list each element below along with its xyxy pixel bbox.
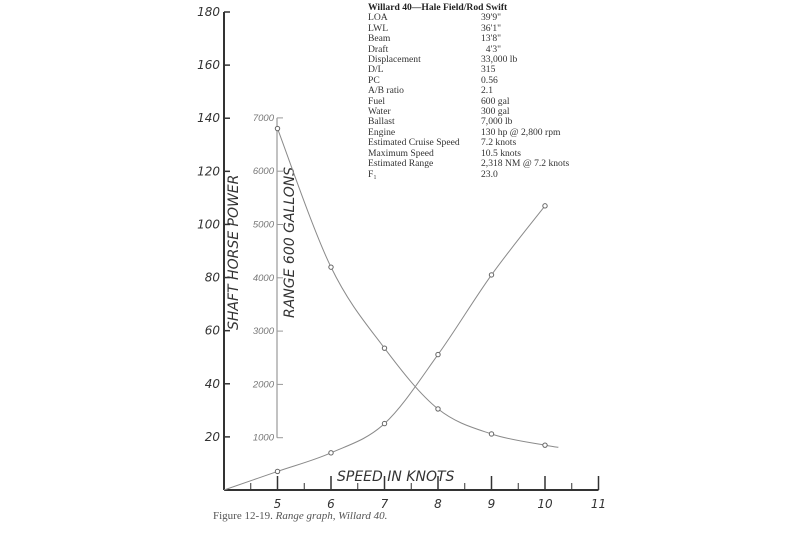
x-tick-label: 5 [274, 497, 282, 511]
spec-value: 0.56 [481, 74, 498, 86]
spec-value: 10.5 knots [481, 147, 521, 159]
x-axis-title: SPEED IN KNOTS [337, 469, 455, 485]
data-point [488, 272, 495, 278]
spec-row: Maximum Speed 10.5 knots [368, 147, 569, 159]
range-tick-label: 6000 [253, 166, 275, 177]
spec-value: 2,318 NM @ 7.2 knots [481, 158, 570, 170]
spec-row: Water 300 gal [368, 106, 569, 118]
spec-label: LOA [368, 12, 388, 24]
y-tick-label: 20 [205, 430, 221, 444]
spec-label: Estimated Range [368, 158, 434, 170]
spec-label: Beam [368, 33, 391, 45]
spec-value: 23.0 [481, 168, 498, 180]
data-point [381, 420, 388, 427]
y-tick-label: 140 [197, 111, 220, 125]
range-tick-label: 1000 [253, 433, 275, 444]
spec-row: D/L 315 [368, 64, 569, 76]
range-tick-label: 7000 [253, 113, 275, 124]
x-tick-label: 11 [591, 497, 606, 511]
data-point [435, 406, 441, 412]
spec-value: 39'9" [481, 12, 502, 24]
range-tick-label: 4000 [253, 273, 275, 284]
spec-value: 130 hp @ 2,800 rpm [481, 126, 561, 138]
spec-row: Ballast 7,000 lb [368, 116, 569, 128]
spec-label: Displacement [368, 54, 421, 66]
spec-label: PC [368, 74, 380, 86]
data-point [488, 431, 495, 437]
x-tick-label: 8 [434, 497, 442, 511]
spec-row: Beam 13'8" [368, 33, 569, 45]
spec-value: 36'1" [481, 22, 502, 34]
spec-label: Draft [368, 43, 389, 55]
spec-row: PC 0.56 [368, 74, 569, 86]
range-tick-label: 3000 [253, 326, 275, 337]
y-tick-label: 180 [197, 5, 220, 19]
spec-value: 33,000 lb [481, 54, 518, 66]
data-point [274, 468, 281, 475]
range-tick-label: 2000 [252, 379, 275, 390]
spec-row: LOA 39'9" [368, 12, 569, 24]
range-tick-label: 5000 [253, 220, 275, 231]
spec-value: 300 gal [481, 106, 510, 118]
spec-row: F₁ 23.0 [368, 168, 569, 180]
caption-title: Range graph, Willard 40. [275, 510, 388, 522]
spec-label: F₁ [368, 168, 377, 180]
spec-label: Engine [368, 126, 396, 138]
spec-label: Water [368, 106, 391, 118]
spec-label: Maximum Speed [368, 147, 434, 159]
spec-label: LWL [368, 22, 389, 34]
x-tick-label: 7 [381, 497, 389, 511]
spec-label: A/B ratio [368, 85, 404, 97]
y-tick-label: 120 [197, 164, 220, 178]
specs-title: Willard 40—Hale Field/Rod Swift [368, 2, 508, 13]
data-point [435, 351, 441, 358]
y-tick-label: 60 [205, 324, 221, 338]
spec-value: 7,000 lb [481, 116, 513, 128]
x-tick-label: 10 [537, 497, 553, 511]
spec-label: D/L [368, 64, 384, 76]
data-point [542, 442, 548, 448]
spec-value: 2.1 [481, 85, 493, 97]
spec-label: Fuel [368, 95, 386, 107]
x-tick-label: 6 [327, 497, 335, 511]
specs-table: Willard 40—Hale Field/Rod Swift LOA 39'9"… [368, 2, 570, 180]
data-point [542, 203, 548, 209]
x-tick-label: 9 [488, 497, 496, 511]
spec-value: 4'3" [481, 43, 502, 55]
figure-caption: Figure 12-19. Range graph, Willard 40. [213, 510, 387, 522]
data-point [381, 345, 388, 351]
spec-row: Draft 4'3" [368, 43, 569, 55]
spec-label: Estimated Cruise Speed [368, 137, 460, 149]
y-tick-label: 80 [205, 271, 221, 285]
spec-value: 7.2 knots [481, 137, 517, 149]
data-point [328, 264, 334, 270]
spec-row: Displacement 33,000 lb [368, 54, 569, 66]
spec-value: 13'8" [481, 33, 502, 45]
caption-prefix: Figure 12-19. [213, 510, 276, 522]
spec-row: LWL 36'1" [368, 22, 569, 34]
data-point [274, 125, 281, 132]
y-tick-label: 40 [205, 377, 221, 391]
y-tick-label: 160 [197, 58, 220, 72]
spec-value: 600 gal [481, 95, 510, 107]
spec-value: 315 [481, 64, 496, 76]
spec-row: Engine 130 hp @ 2,800 rpm [368, 126, 569, 138]
spec-row: A/B ratio 2.1 [368, 85, 569, 97]
y-axis-title: SHAFT HORSE POWER [226, 175, 242, 330]
spec-row: Fuel 600 gal [368, 95, 569, 107]
spec-label: Ballast [368, 116, 395, 128]
range-axis-title: RANGE 600 GALLONS [282, 167, 298, 318]
spec-row: Estimated Cruise Speed 7.2 knots [368, 137, 569, 149]
data-point [328, 450, 334, 456]
spec-row: Estimated Range 2,318 NM @ 7.2 knots [368, 158, 570, 170]
y-tick-label: 100 [197, 217, 220, 231]
